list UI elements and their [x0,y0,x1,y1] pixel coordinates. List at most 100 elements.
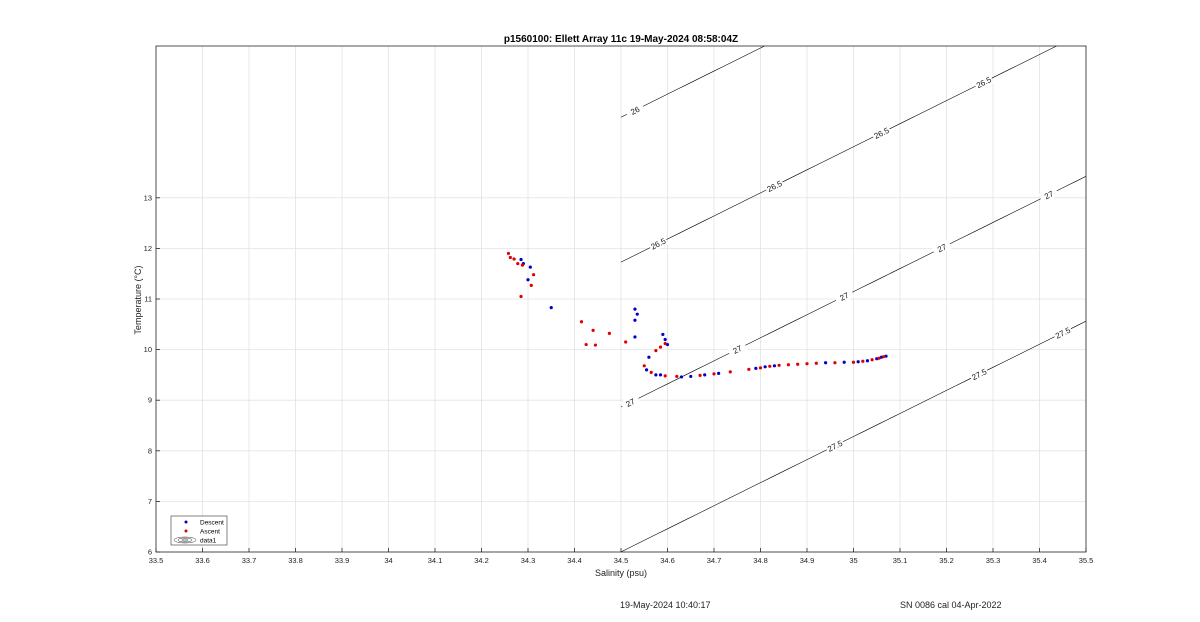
descent-point [824,361,828,365]
legend-descent-label: Descent [200,520,224,527]
contour-label-bg [764,177,785,195]
descent-point [865,359,870,363]
x-tick-label: 33.6 [195,556,210,565]
ascent-point [851,360,856,364]
x-tick-label: 34.6 [660,556,675,565]
density-contour [620,320,1086,552]
contour-label: 27 [727,340,748,358]
ascent-point [796,362,800,366]
x-tick-label: 34.2 [474,556,489,565]
descent-point [633,307,637,311]
ascent-point [579,320,584,324]
ascent-point [584,342,588,347]
ascent-point [593,343,598,347]
x-tick-label: 34.1 [428,556,443,565]
ascent-point [698,373,702,378]
ascent-point [658,345,663,349]
ascent-point [712,372,716,376]
ascent-point [833,361,837,365]
density-contours [620,46,1086,552]
ascent-point [519,294,523,299]
ascent-point [870,358,874,362]
x-tick-label: 35 [849,556,857,565]
descent-point [633,318,637,322]
ascent-point [805,362,809,366]
descent-point [549,306,553,310]
contour-label-bg [727,340,748,358]
ascent-point [663,341,667,346]
contour-label: 27 [833,287,855,305]
x-tick-label: 33.9 [335,556,350,565]
contour-label-bg [647,235,669,253]
x-tick-label: 34.3 [521,556,536,565]
chart-title: p1560100: Ellett Array 11c 19-May-2024 0… [504,34,738,45]
ascent-point [675,374,679,379]
ascent-point [624,340,628,344]
contour-label-text: 27 [732,343,744,355]
x-tick-label: 35.2 [939,556,954,565]
contour-label-text: 26 [629,104,641,116]
y-tick-label: 9 [148,396,152,405]
density-contour [620,46,766,118]
contour-label-text: 27 [838,290,850,302]
ascent-point [642,364,646,368]
data-points [506,251,888,379]
x-tick-label: 35.5 [1079,556,1094,565]
x-tick-label: 34.7 [707,556,722,565]
x-tick-label: 33.7 [242,556,257,565]
descent-point [519,257,523,262]
ascent-point [877,356,881,360]
contour-label-text: 27 [1043,189,1055,201]
descent-point [689,374,693,379]
contour-label: 27 [1038,186,1060,204]
contour-label-text: 27 [625,397,637,409]
y-axis-label: Temperature (°C) [133,265,143,334]
contour-label-bg [871,124,892,142]
y-tick-label: 7 [148,497,152,506]
descent-point [842,360,846,364]
legend: Descent Ascent data1 [170,515,228,546]
density-contour [620,46,1058,263]
ascent-point [663,374,667,378]
contour-label: 27 [620,393,641,411]
ascent-point [777,363,781,367]
descent-point [633,335,637,339]
descent-point [526,278,530,282]
density-contour [620,176,1086,408]
x-tick-label: 35.1 [893,556,908,565]
y-tick-label: 11 [144,295,152,304]
ascent-point [747,367,751,371]
y-axis-ticks: 6 7 8 9 10 11 12 13 [144,193,160,557]
contour-label-text: 27 [936,242,948,254]
ascent-point [508,255,512,260]
ascent-point [768,364,772,368]
footer-serial: SN 0086 cal 04-Apr-2022 [900,600,1002,610]
contour-label-bg [1052,324,1074,342]
ascent-point [529,283,533,287]
ascent-point [520,263,525,267]
x-tick-label: 35.4 [1032,556,1047,565]
x-tick-label: 34 [384,556,392,565]
ascent-point [506,251,511,256]
x-tick-label: 34.8 [753,556,768,565]
x-tick-label: 34.9 [800,556,815,565]
x-axis-label: Salinity (psu) [595,568,647,578]
ascent-point [882,355,886,359]
descent-point [663,337,667,342]
ascent-point [607,331,611,336]
legend-ascent-marker [184,529,188,533]
ascent-point [649,370,653,374]
descent-point [528,265,532,269]
y-tick-label: 6 [148,548,152,557]
ascent-point [758,366,763,370]
contour-label-bg [824,437,846,455]
grid-lines [155,46,1087,553]
ascent-point [814,361,818,365]
descent-point [763,365,767,369]
descent-point [654,373,658,377]
legend-descent-marker [184,520,188,524]
descent-point [754,366,758,370]
contour-label-bg [973,73,994,91]
ascent-point [591,328,595,332]
